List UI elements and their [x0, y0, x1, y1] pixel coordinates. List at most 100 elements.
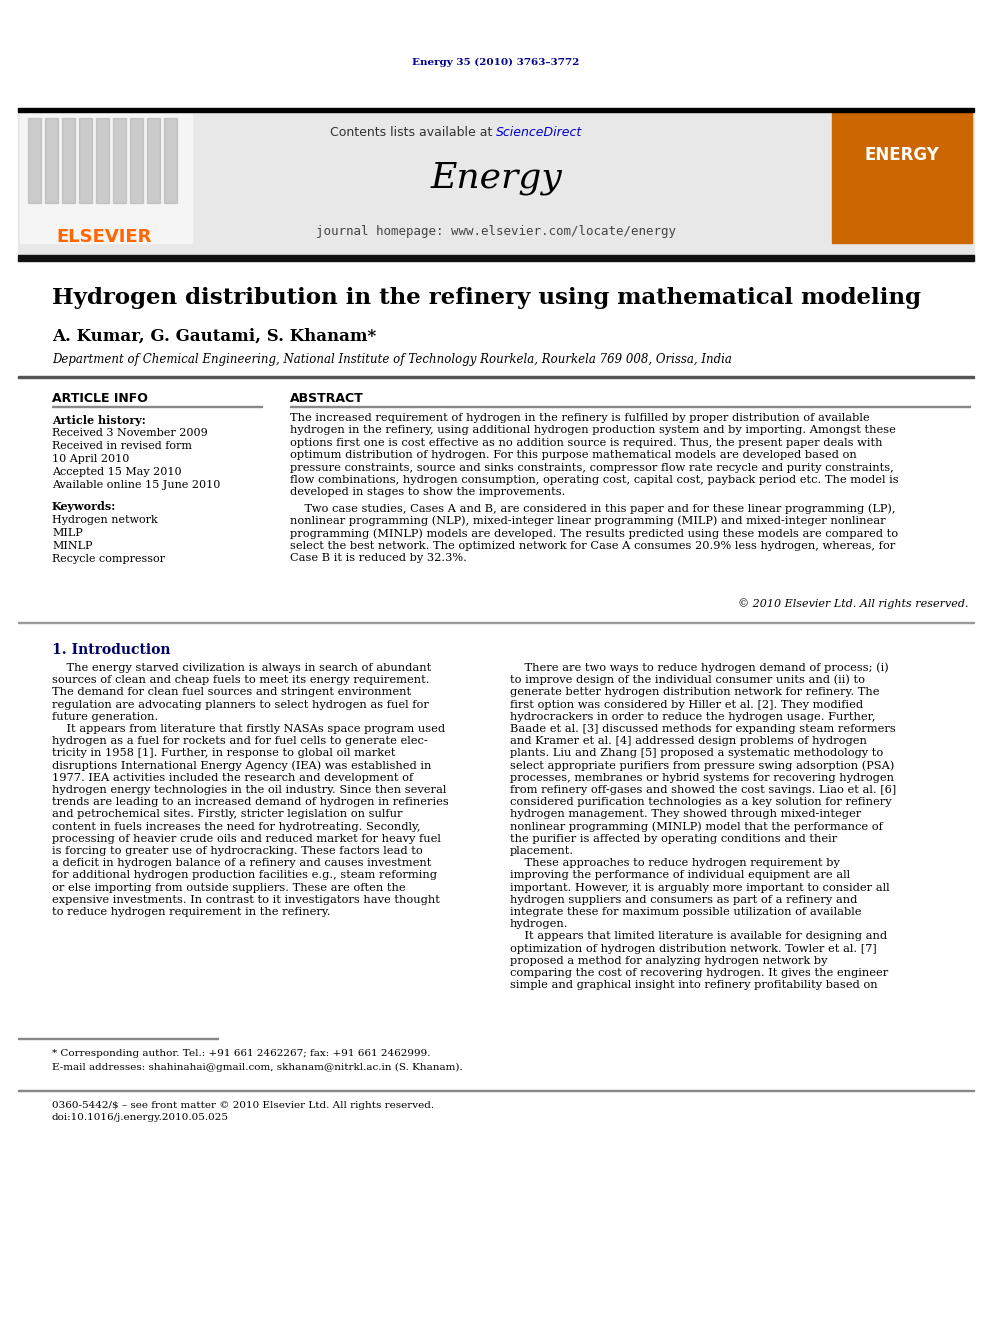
Text: nonlinear programming (MINLP) model that the performance of: nonlinear programming (MINLP) model that…	[510, 822, 883, 832]
Text: a deficit in hydrogen balance of a refinery and causes investment: a deficit in hydrogen balance of a refin…	[52, 859, 432, 868]
Text: developed in stages to show the improvements.: developed in stages to show the improvem…	[290, 487, 565, 497]
Text: Department of Chemical Engineering, National Institute of Technology Rourkela, R: Department of Chemical Engineering, Nati…	[52, 353, 732, 366]
Text: or else importing from outside suppliers. These are often the: or else importing from outside suppliers…	[52, 882, 406, 893]
Text: 10 April 2010: 10 April 2010	[52, 454, 129, 464]
Bar	[130, 118, 143, 202]
Text: Keywords:: Keywords:	[52, 501, 116, 512]
Bar	[147, 118, 160, 202]
Bar	[113, 118, 126, 202]
Text: comparing the cost of recovering hydrogen. It gives the engineer: comparing the cost of recovering hydroge…	[510, 968, 888, 978]
Text: pressure constraints, source and sinks constraints, compressor flow rate recycle: pressure constraints, source and sinks c…	[290, 463, 894, 472]
Text: improving the performance of individual equipment are all: improving the performance of individual …	[510, 871, 850, 880]
Text: considered purification technologies as a key solution for refinery: considered purification technologies as …	[510, 798, 892, 807]
Text: placement.: placement.	[510, 845, 574, 856]
Bar	[18, 112, 974, 255]
Bar	[18, 255, 974, 261]
Text: Recycle compressor: Recycle compressor	[52, 554, 165, 564]
Text: The demand for clean fuel sources and stringent environment: The demand for clean fuel sources and st…	[52, 688, 411, 697]
Text: is forcing to greater use of hydrocracking. These factors lead to: is forcing to greater use of hydrocracki…	[52, 845, 423, 856]
Text: hydrogen energy technologies in the oil industry. Since then several: hydrogen energy technologies in the oil …	[52, 785, 446, 795]
Text: Two case studies, Cases A and B, are considered in this paper and for these line: Two case studies, Cases A and B, are con…	[290, 504, 896, 515]
Text: processing of heavier crude oils and reduced market for heavy fuel: processing of heavier crude oils and red…	[52, 833, 440, 844]
Bar	[20, 112, 192, 243]
Text: tricity in 1958 [1]. Further, in response to global oil market: tricity in 1958 [1]. Further, in respons…	[52, 749, 396, 758]
Text: hydrogen.: hydrogen.	[510, 919, 568, 929]
Text: hydrocrackers in order to reduce the hydrogen usage. Further,: hydrocrackers in order to reduce the hyd…	[510, 712, 876, 722]
Text: programming (MINLP) models are developed. The results predicted using these mode: programming (MINLP) models are developed…	[290, 528, 898, 538]
Text: * Corresponding author. Tel.: +91 661 2462267; fax: +91 661 2462999.: * Corresponding author. Tel.: +91 661 24…	[52, 1049, 431, 1057]
Text: sources of clean and cheap fuels to meet its energy requirement.: sources of clean and cheap fuels to meet…	[52, 675, 430, 685]
Text: Accepted 15 May 2010: Accepted 15 May 2010	[52, 467, 182, 478]
Text: These approaches to reduce hydrogen requirement by: These approaches to reduce hydrogen requ…	[510, 859, 840, 868]
Text: 1977. IEA activities included the research and development of: 1977. IEA activities included the resear…	[52, 773, 414, 783]
Text: and Kramer et al. [4] addressed design problems of hydrogen: and Kramer et al. [4] addressed design p…	[510, 736, 867, 746]
Bar	[96, 118, 109, 202]
Text: for additional hydrogen production facilities e.g., steam reforming: for additional hydrogen production facil…	[52, 871, 437, 880]
Text: and petrochemical sites. Firstly, stricter legislation on sulfur: and petrochemical sites. Firstly, strict…	[52, 810, 403, 819]
Text: MILP: MILP	[52, 528, 82, 538]
Bar	[18, 376, 974, 377]
Bar	[164, 118, 177, 202]
Text: Hydrogen network: Hydrogen network	[52, 515, 158, 525]
Text: Energy: Energy	[431, 161, 561, 194]
Text: to reduce hydrogen requirement in the refinery.: to reduce hydrogen requirement in the re…	[52, 908, 330, 917]
Text: to improve design of the individual consumer units and (ii) to: to improve design of the individual cons…	[510, 675, 865, 685]
Text: optimum distribution of hydrogen. For this purpose mathematical models are devel: optimum distribution of hydrogen. For th…	[290, 450, 857, 460]
Text: Available online 15 June 2010: Available online 15 June 2010	[52, 480, 220, 490]
Bar	[18, 108, 974, 112]
Text: 1. Introduction: 1. Introduction	[52, 643, 171, 658]
Text: Received in revised form: Received in revised form	[52, 441, 192, 451]
Text: Case B it is reduced by 32.3%.: Case B it is reduced by 32.3%.	[290, 553, 467, 564]
Text: future generation.: future generation.	[52, 712, 159, 722]
Text: ScienceDirect: ScienceDirect	[496, 126, 582, 139]
Text: generate better hydrogen distribution network for refinery. The: generate better hydrogen distribution ne…	[510, 688, 880, 697]
Text: E-mail addresses: shahinahai@gmail.com, skhanam@nitrkl.ac.in (S. Khanam).: E-mail addresses: shahinahai@gmail.com, …	[52, 1062, 462, 1072]
Text: content in fuels increases the need for hydrotreating. Secondly,: content in fuels increases the need for …	[52, 822, 421, 832]
Text: options first one is cost effective as no addition source is required. Thus, the: options first one is cost effective as n…	[290, 438, 883, 447]
Text: nonlinear programming (NLP), mixed-integer linear programming (MILP) and mixed-i: nonlinear programming (NLP), mixed-integ…	[290, 516, 886, 527]
Text: select appropriate purifiers from pressure swing adsorption (PSA): select appropriate purifiers from pressu…	[510, 761, 895, 771]
Bar	[45, 118, 58, 202]
Text: A. Kumar, G. Gautami, S. Khanam*: A. Kumar, G. Gautami, S. Khanam*	[52, 328, 376, 344]
Text: journal homepage: www.elsevier.com/locate/energy: journal homepage: www.elsevier.com/locat…	[316, 225, 676, 238]
Text: plants. Liu and Zhang [5] proposed a systematic methodology to: plants. Liu and Zhang [5] proposed a sys…	[510, 749, 883, 758]
Text: ELSEVIER: ELSEVIER	[57, 228, 152, 246]
Bar	[62, 118, 75, 202]
Text: from refinery off-gases and showed the cost savings. Liao et al. [6]: from refinery off-gases and showed the c…	[510, 785, 896, 795]
Text: processes, membranes or hybrid systems for recovering hydrogen: processes, membranes or hybrid systems f…	[510, 773, 894, 783]
Text: disruptions International Energy Agency (IEA) was established in: disruptions International Energy Agency …	[52, 761, 432, 771]
Text: optimization of hydrogen distribution network. Towler et al. [7]: optimization of hydrogen distribution ne…	[510, 943, 877, 954]
Text: The increased requirement of hydrogen in the refinery is fulfilled by proper dis: The increased requirement of hydrogen in…	[290, 413, 870, 423]
Text: 0360-5442/$ – see front matter © 2010 Elsevier Ltd. All rights reserved.: 0360-5442/$ – see front matter © 2010 El…	[52, 1101, 434, 1110]
Text: Energy 35 (2010) 3763–3772: Energy 35 (2010) 3763–3772	[413, 57, 579, 66]
Text: integrate these for maximum possible utilization of available: integrate these for maximum possible uti…	[510, 908, 861, 917]
Text: the purifier is affected by operating conditions and their: the purifier is affected by operating co…	[510, 833, 837, 844]
Text: hydrogen suppliers and consumers as part of a refinery and: hydrogen suppliers and consumers as part…	[510, 894, 857, 905]
Text: © 2010 Elsevier Ltd. All rights reserved.: © 2010 Elsevier Ltd. All rights reserved…	[737, 598, 968, 610]
Text: hydrogen management. They showed through mixed-integer: hydrogen management. They showed through…	[510, 810, 861, 819]
Text: MINLP: MINLP	[52, 541, 92, 550]
Bar	[79, 118, 92, 202]
Text: ARTICLE INFO: ARTICLE INFO	[52, 392, 148, 405]
Text: Contents lists available at: Contents lists available at	[329, 126, 496, 139]
Text: ABSTRACT: ABSTRACT	[290, 392, 364, 405]
Text: Article history:: Article history:	[52, 414, 146, 426]
Text: important. However, it is arguably more important to consider all: important. However, it is arguably more …	[510, 882, 890, 893]
Text: The energy starved civilization is always in search of abundant: The energy starved civilization is alway…	[52, 663, 432, 673]
Text: Hydrogen distribution in the refinery using mathematical modeling: Hydrogen distribution in the refinery us…	[52, 287, 921, 310]
Text: hydrogen as a fuel for rockets and for fuel cells to generate elec-: hydrogen as a fuel for rockets and for f…	[52, 736, 428, 746]
Text: simple and graphical insight into refinery profitability based on: simple and graphical insight into refine…	[510, 980, 878, 990]
Bar	[832, 112, 972, 243]
Text: Baade et al. [3] discussed methods for expanding steam reformers: Baade et al. [3] discussed methods for e…	[510, 724, 896, 734]
Text: regulation are advocating planners to select hydrogen as fuel for: regulation are advocating planners to se…	[52, 700, 429, 709]
Text: flow combinations, hydrogen consumption, operating cost, capital cost, payback p: flow combinations, hydrogen consumption,…	[290, 475, 899, 486]
Text: doi:10.1016/j.energy.2010.05.025: doi:10.1016/j.energy.2010.05.025	[52, 1114, 229, 1122]
Text: expensive investments. In contrast to it investigators have thought: expensive investments. In contrast to it…	[52, 894, 439, 905]
Text: It appears that limited literature is available for designing and: It appears that limited literature is av…	[510, 931, 887, 942]
Text: proposed a method for analyzing hydrogen network by: proposed a method for analyzing hydrogen…	[510, 955, 827, 966]
Text: ENERGY: ENERGY	[865, 146, 939, 164]
Text: There are two ways to reduce hydrogen demand of process; (i): There are two ways to reduce hydrogen de…	[510, 663, 889, 673]
Text: first option was considered by Hiller et al. [2]. They modified: first option was considered by Hiller et…	[510, 700, 863, 709]
Text: select the best network. The optimized network for Case A consumes 20.9% less hy: select the best network. The optimized n…	[290, 541, 895, 550]
Text: trends are leading to an increased demand of hydrogen in refineries: trends are leading to an increased deman…	[52, 798, 448, 807]
